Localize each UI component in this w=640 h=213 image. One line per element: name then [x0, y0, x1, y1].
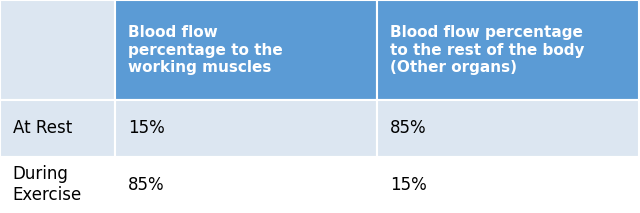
Bar	[115, 100, 377, 157]
Text: 85%: 85%	[128, 176, 164, 194]
Bar	[377, 100, 639, 157]
Text: 15%: 15%	[128, 119, 164, 137]
Text: At Rest: At Rest	[13, 119, 72, 137]
Text: Blood flow
percentage to the
working muscles: Blood flow percentage to the working mus…	[128, 25, 282, 75]
Bar	[115, 0, 377, 100]
Bar	[115, 157, 377, 213]
Bar	[0, 0, 115, 100]
Bar	[0, 100, 115, 157]
Text: 15%: 15%	[390, 176, 426, 194]
Text: Blood flow percentage
to the rest of the body
(Other organs): Blood flow percentage to the rest of the…	[390, 25, 584, 75]
Bar	[377, 157, 639, 213]
Text: During
Exercise: During Exercise	[13, 165, 82, 204]
Text: 85%: 85%	[390, 119, 426, 137]
Bar	[0, 157, 115, 213]
Bar	[377, 0, 639, 100]
